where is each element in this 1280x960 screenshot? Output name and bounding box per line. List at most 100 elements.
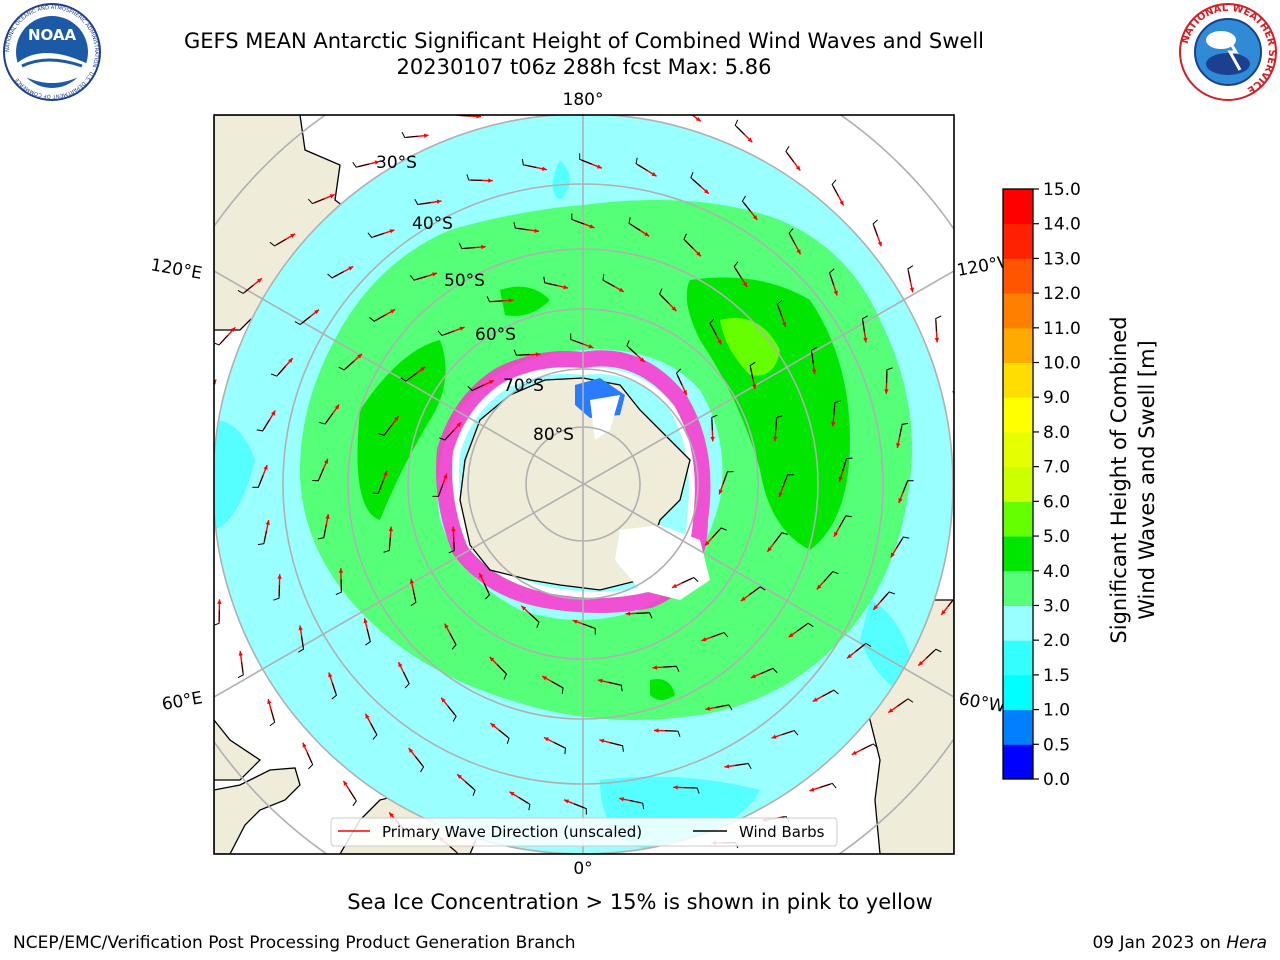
wave-arrow bbox=[833, 515, 852, 538]
wave-arrow bbox=[520, 605, 540, 628]
wave-arrow bbox=[625, 91, 646, 108]
wave-arrow bbox=[690, 171, 710, 195]
colorbar-tick-label: 9.0 bbox=[1043, 388, 1070, 408]
sea-ice-caption: Sea Ice Concentration > 15% is shown in … bbox=[347, 890, 933, 914]
colorbar-segment bbox=[1003, 397, 1033, 433]
wave-arrow bbox=[458, 242, 486, 250]
wave-arrow bbox=[896, 422, 909, 448]
wave-arrow bbox=[378, 415, 400, 436]
wave-arrow bbox=[456, 773, 476, 797]
lon-label-180: 180° bbox=[563, 90, 604, 110]
wave-arrow bbox=[478, 572, 491, 600]
wave-arrow bbox=[602, 274, 625, 293]
wave-arrow bbox=[701, 631, 729, 642]
wave-arrow bbox=[342, 780, 357, 807]
sea-ice-ring bbox=[436, 350, 711, 613]
wave-arrow bbox=[319, 404, 340, 425]
colorbar-tick-label: 14.0 bbox=[1043, 215, 1081, 235]
wave-arrow bbox=[709, 318, 722, 345]
wave-arrow bbox=[489, 722, 510, 745]
wave-arrow bbox=[563, 799, 587, 815]
colorbar-tick-label: 12.0 bbox=[1043, 284, 1081, 304]
colorbar-segment bbox=[1003, 189, 1033, 225]
wave-arrows-layer bbox=[214, 91, 954, 877]
wave-arrow bbox=[710, 414, 718, 442]
lat-label-30s: 30°S bbox=[376, 153, 417, 173]
wave-arrow bbox=[408, 747, 425, 773]
colorbar-tick-label: 0.0 bbox=[1043, 770, 1070, 790]
wave-arrow bbox=[513, 349, 541, 357]
wave-arrow bbox=[778, 474, 794, 498]
wave-arrow bbox=[492, 853, 493, 854]
wave-arrow bbox=[705, 704, 733, 711]
wave-arrow bbox=[673, 785, 700, 794]
wave-arrow bbox=[653, 728, 681, 737]
wave-arrow bbox=[439, 421, 462, 441]
colorbar-segment bbox=[1003, 431, 1033, 468]
wave-arrow bbox=[543, 736, 566, 755]
wave-arrow bbox=[363, 618, 371, 646]
map-legend: Primary Wave Direction (unscaled) Wind B… bbox=[330, 817, 838, 847]
wave-arrow bbox=[489, 656, 508, 680]
wave-arrow bbox=[572, 619, 596, 635]
colorbar-tick-label: 4.0 bbox=[1043, 562, 1070, 582]
colorbar-segment bbox=[1003, 536, 1033, 572]
wave-arrow bbox=[635, 157, 657, 177]
colorbar-label-line1: Significant Height of Combined bbox=[1107, 316, 1131, 643]
wave-arrow bbox=[486, 296, 514, 303]
wave-arrow bbox=[809, 782, 837, 792]
colorbar-tick-label: 0.5 bbox=[1043, 735, 1070, 755]
chart-title: GEFS MEAN Antarctic Significant Height o… bbox=[183, 29, 985, 53]
wave-arrow bbox=[603, 864, 627, 877]
wave-arrow bbox=[887, 698, 914, 714]
colorbar-tick-label: 13.0 bbox=[1043, 249, 1081, 269]
wave-arrow bbox=[704, 527, 727, 547]
noaa-logo-text: NOAA bbox=[28, 26, 77, 44]
colorbar-tick-label: 11.0 bbox=[1043, 319, 1081, 339]
wave-arrow bbox=[401, 131, 429, 139]
colorbar-segment bbox=[1003, 223, 1033, 259]
wave-arrow bbox=[838, 457, 853, 482]
colorbar-segment bbox=[1003, 362, 1033, 398]
wave-arrow bbox=[626, 340, 646, 363]
colorbar-tick-label: 8.0 bbox=[1043, 423, 1070, 443]
wave-arrow bbox=[570, 333, 594, 349]
wave-arrow bbox=[691, 115, 702, 122]
wave-arrow bbox=[628, 217, 650, 237]
wave-arrow bbox=[257, 520, 270, 546]
wave-arrow bbox=[579, 153, 603, 169]
lat-label-50s: 50°S bbox=[444, 271, 485, 291]
wave-arrow bbox=[683, 233, 702, 257]
wave-arrow bbox=[302, 742, 314, 770]
wave-arrow bbox=[890, 536, 910, 558]
wave-arrow bbox=[237, 277, 263, 295]
wave-arrow bbox=[810, 346, 817, 375]
wave-arrow bbox=[372, 470, 388, 494]
legend-wave-label: Primary Wave Direction (unscaled) bbox=[382, 823, 642, 841]
wave-arrow bbox=[269, 233, 296, 247]
wave-arrow bbox=[718, 471, 734, 495]
wave-arrow bbox=[307, 193, 335, 205]
wave-arrow bbox=[625, 611, 653, 619]
wave-arrow bbox=[658, 288, 677, 312]
lat-label-70s: 70°S bbox=[503, 376, 544, 396]
footer-timestamp: 09 Jan 2023 on Hera bbox=[1092, 933, 1267, 953]
wave-arrow bbox=[252, 464, 268, 488]
colorbar-title: Significant Height of Combined Wind Wave… bbox=[1107, 316, 1159, 643]
wave-arrow bbox=[338, 353, 363, 371]
wave-arrow bbox=[440, 697, 457, 722]
wave-arrow bbox=[270, 357, 294, 377]
wave-arrow bbox=[317, 514, 330, 540]
wave-arrow bbox=[367, 229, 395, 239]
colorbar-segment bbox=[1003, 709, 1033, 745]
wave-arrow bbox=[448, 526, 456, 554]
wave-arrow bbox=[773, 415, 783, 442]
wave-arrow bbox=[521, 158, 547, 171]
wave-arrow bbox=[740, 586, 766, 602]
wave-arrow bbox=[273, 574, 282, 601]
wave-arrow bbox=[816, 570, 839, 590]
footer-date: 09 Jan 2023 on bbox=[1092, 933, 1227, 953]
wave-arrow bbox=[831, 400, 841, 427]
wave-arrow bbox=[597, 678, 623, 692]
wave-arrow bbox=[619, 797, 645, 810]
